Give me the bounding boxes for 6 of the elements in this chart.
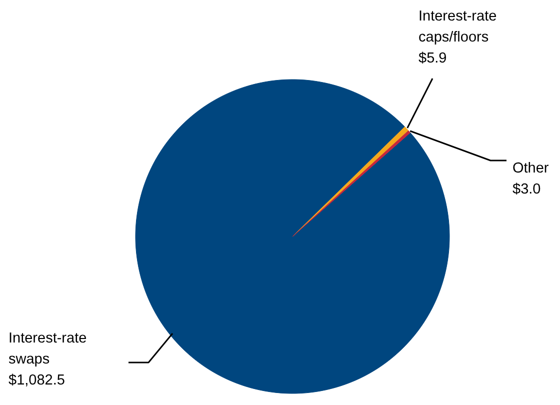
data-label: $3.0 xyxy=(512,182,541,198)
slice-label: Interest-rate caps/floors xyxy=(418,8,497,46)
data-label: $5.9 xyxy=(418,50,447,66)
slice-label: Interest-rate swaps xyxy=(8,330,87,368)
slice-label: Other xyxy=(512,160,549,176)
data-label: $1,082.5 xyxy=(8,372,65,388)
